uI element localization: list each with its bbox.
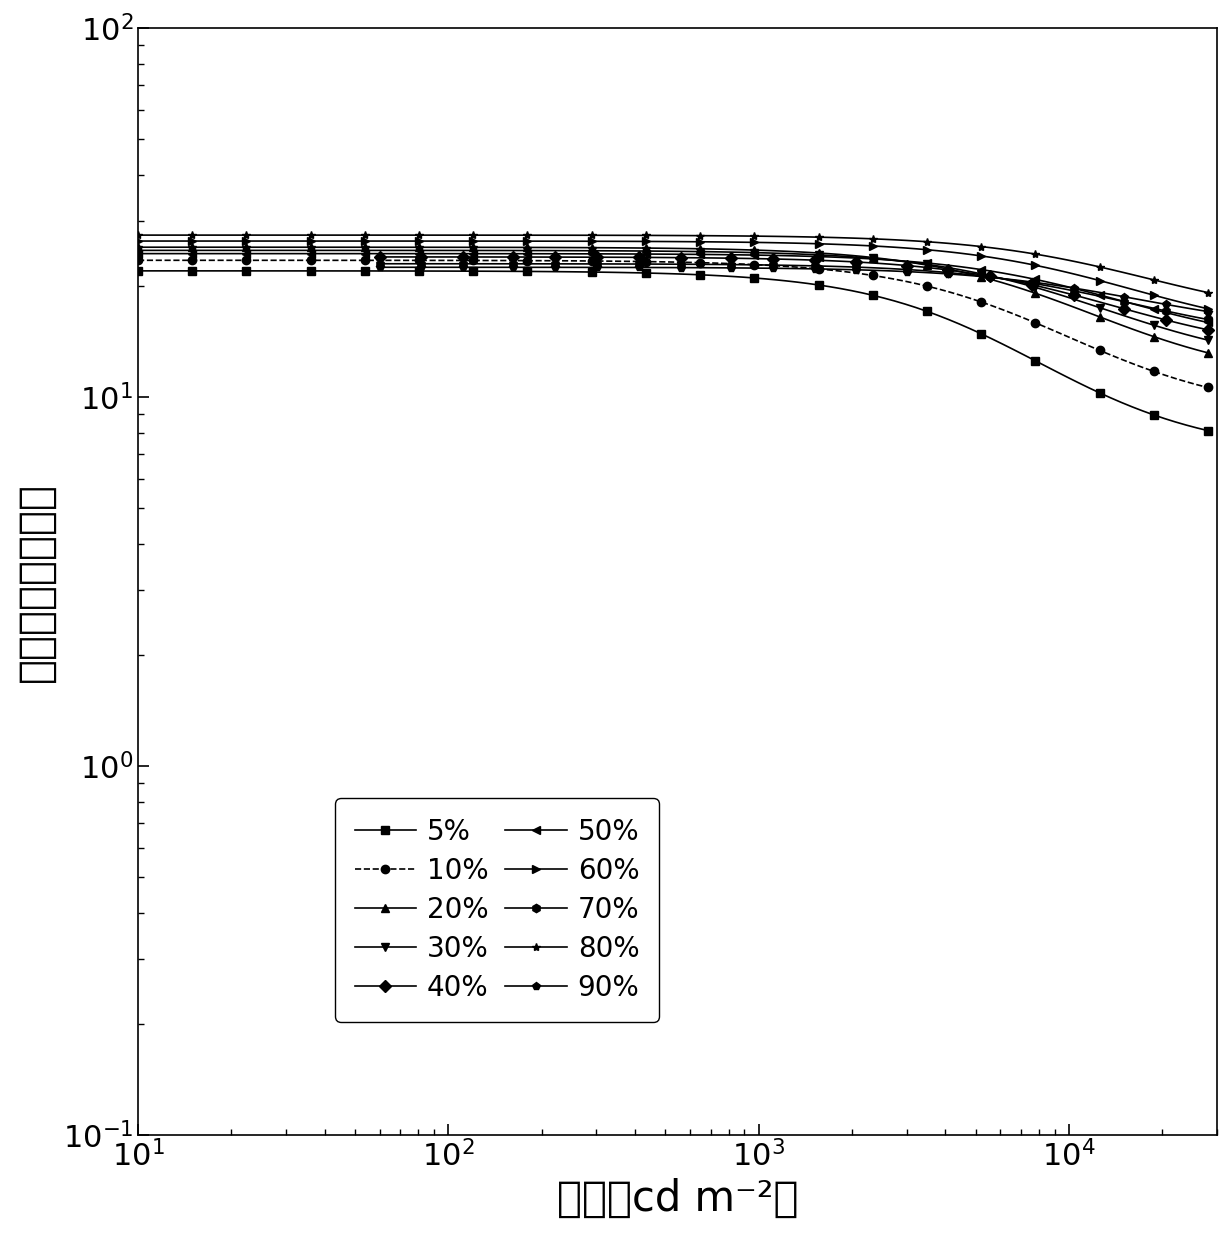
X-axis label: 亮度（cd m⁻²）: 亮度（cd m⁻²） [557,1178,798,1220]
Legend: 5%, 10%, 20%, 30%, 40%, 50%, 60%, 70%, 80%, 90%: 5%, 10%, 20%, 30%, 40%, 50%, 60%, 70%, 8… [335,798,659,1021]
Y-axis label: 外量子效率（％）: 外量子效率（％） [15,482,57,682]
